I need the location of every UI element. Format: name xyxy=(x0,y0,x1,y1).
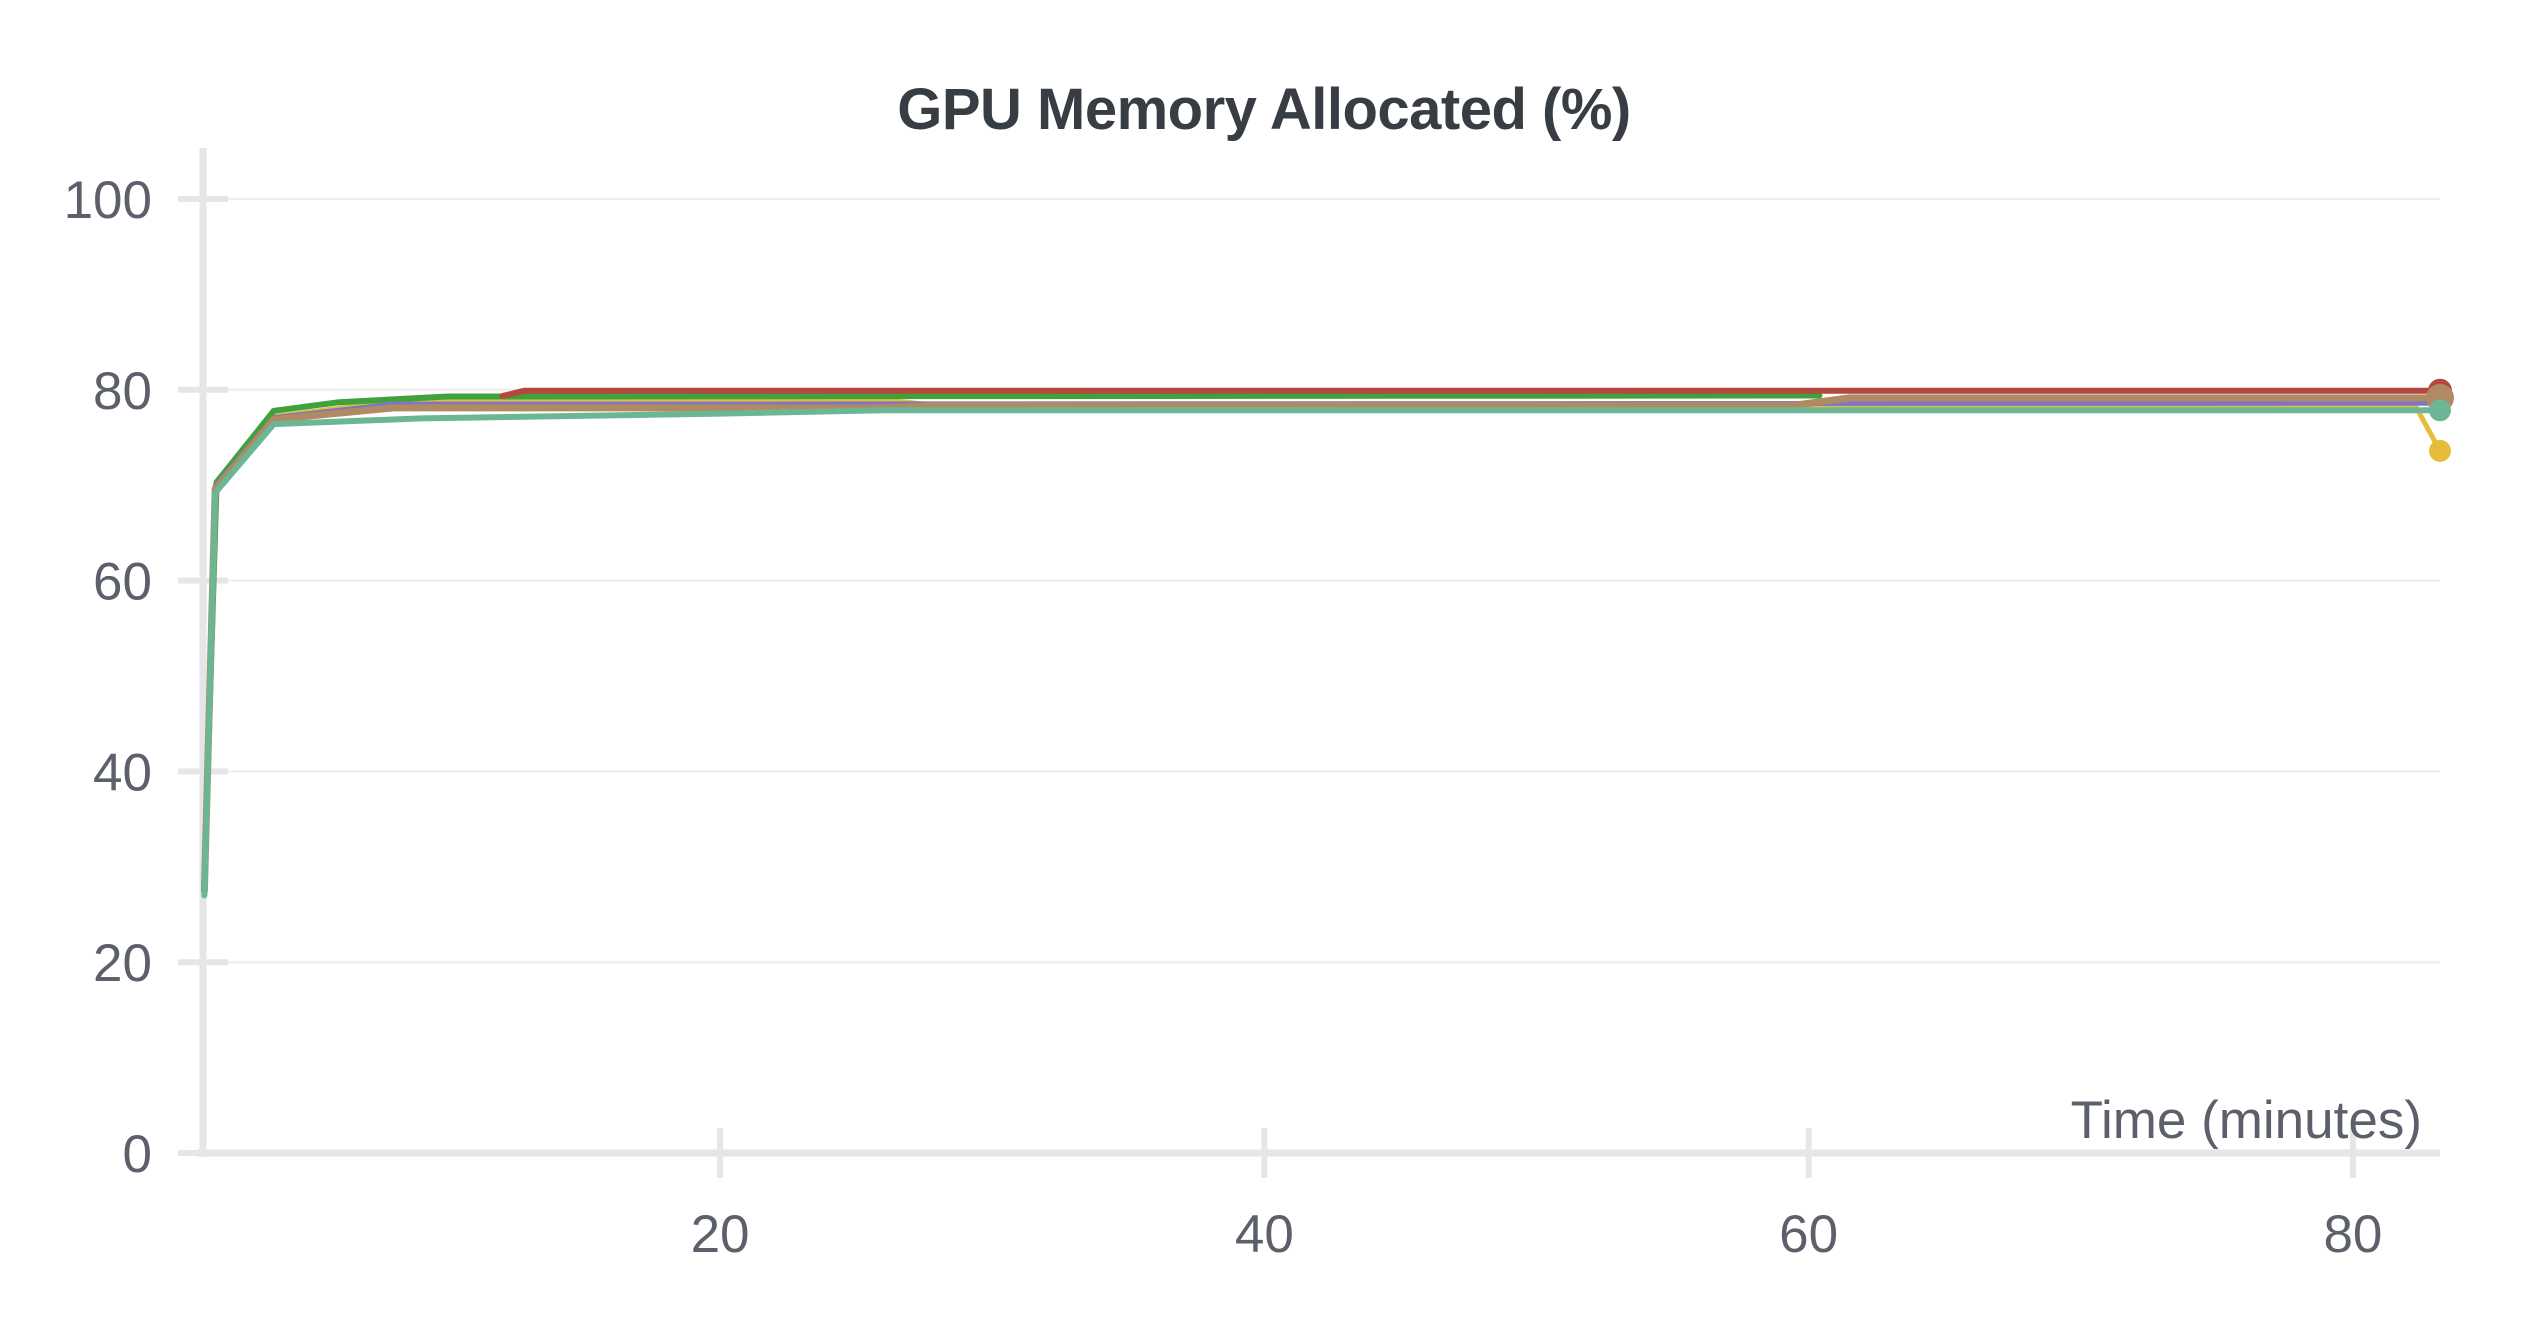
series-end-dot-run-teal xyxy=(2429,399,2451,422)
series-line-run-red xyxy=(499,387,2443,399)
series-line-run-purple xyxy=(201,400,2443,889)
y-tick-label: 0 xyxy=(123,1125,152,1184)
x-tick-label: 40 xyxy=(1235,1205,1294,1264)
y-tick-label: 100 xyxy=(64,171,152,230)
x-axis-title: Time (minutes) xyxy=(2070,1091,2422,1150)
series-line-run-teal xyxy=(201,407,2443,899)
series-line-run-brown xyxy=(200,394,2444,895)
series-end-dot-run-yellow xyxy=(2429,439,2451,462)
series-line-run-green xyxy=(201,392,1823,885)
x-tick-label: 60 xyxy=(1779,1205,1838,1264)
y-tick-label: 60 xyxy=(93,553,152,612)
y-tick-label: 80 xyxy=(93,362,152,421)
x-tick-label: 20 xyxy=(691,1205,750,1264)
y-tick-label: 40 xyxy=(93,743,152,802)
y-tick-label: 20 xyxy=(93,934,152,993)
series-line-run-yellow xyxy=(201,398,2443,889)
x-tick-label: 80 xyxy=(2323,1205,2382,1264)
chart-title: GPU Memory Allocated (%) xyxy=(897,77,1631,142)
